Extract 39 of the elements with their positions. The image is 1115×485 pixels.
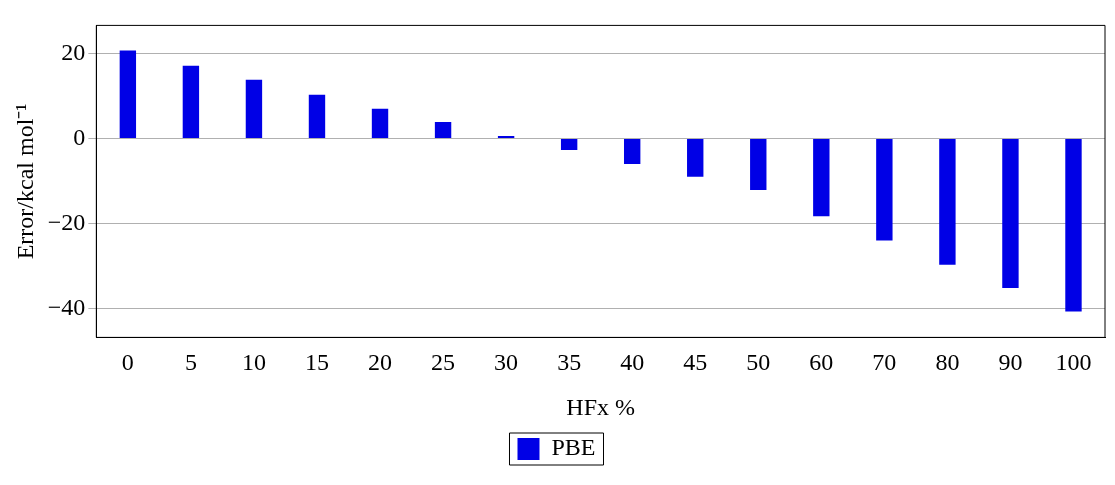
x-tick-label: 10 [241, 349, 266, 376]
x-tick-label: 45 [683, 349, 708, 376]
x-tick-label: 60 [809, 349, 834, 376]
x-tick-label: 40 [620, 349, 645, 376]
y-tick-label: 20 [61, 38, 86, 65]
x-tick-label: 100 [1055, 349, 1092, 376]
bar [245, 79, 263, 138]
bar [1002, 138, 1019, 289]
bar [876, 138, 893, 241]
bar [119, 50, 137, 138]
bar [687, 138, 704, 177]
bar [623, 138, 641, 164]
x-axis-title: HFx % [566, 393, 636, 420]
bar [939, 138, 956, 265]
x-tick-label: 90 [998, 349, 1023, 376]
bar [497, 135, 515, 138]
x-tick-label: 70 [872, 349, 897, 376]
bar [813, 138, 830, 217]
bar [434, 121, 452, 138]
bar [750, 138, 767, 190]
bar [308, 94, 326, 138]
y-axis-title: Error/kcal mol⁻¹ [11, 103, 38, 260]
x-tick-label: 35 [557, 349, 582, 376]
x-tick-label: 15 [304, 349, 329, 376]
bar [1065, 138, 1082, 312]
y-tick-label: 0 [73, 123, 86, 150]
bar [182, 65, 200, 138]
bar [560, 138, 578, 150]
x-tick-label: 50 [746, 349, 771, 376]
x-tick-label: 0 [121, 349, 134, 376]
x-tick-label: 30 [494, 349, 519, 376]
x-tick-label: 20 [368, 349, 393, 376]
bar [371, 108, 389, 138]
y-tick-label: −40 [47, 293, 86, 320]
x-tick-label: 5 [184, 349, 197, 376]
legend-label: PBE [551, 434, 596, 461]
x-tick-label: 80 [935, 349, 960, 376]
y-tick-label: −20 [47, 208, 86, 235]
x-tick-label: 25 [431, 349, 456, 376]
